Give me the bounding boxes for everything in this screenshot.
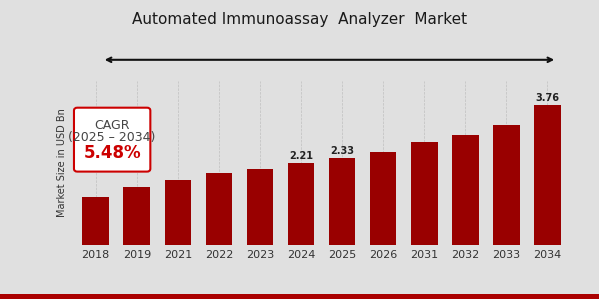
Text: 2.33: 2.33 [330, 146, 354, 156]
Bar [205, 173, 232, 245]
Bar [452, 135, 479, 245]
Bar [247, 169, 273, 245]
Bar [493, 125, 520, 245]
Text: CAGR: CAGR [95, 119, 130, 132]
Text: 2.21: 2.21 [289, 151, 313, 161]
Text: (2025 – 2034): (2025 – 2034) [68, 131, 156, 144]
Bar [534, 105, 561, 245]
Text: Automated Immunoassay  Analyzer  Market: Automated Immunoassay Analyzer Market [132, 12, 467, 27]
Y-axis label: Market Size in USD Bn: Market Size in USD Bn [57, 109, 67, 217]
Bar [83, 197, 109, 245]
Bar [411, 142, 437, 245]
Text: 5.48%: 5.48% [83, 144, 141, 162]
FancyBboxPatch shape [74, 108, 150, 172]
Bar [370, 152, 397, 245]
Text: 3.76: 3.76 [536, 93, 559, 103]
Bar [288, 163, 314, 245]
Bar [123, 187, 150, 245]
Bar [165, 180, 191, 245]
Bar [329, 158, 355, 245]
